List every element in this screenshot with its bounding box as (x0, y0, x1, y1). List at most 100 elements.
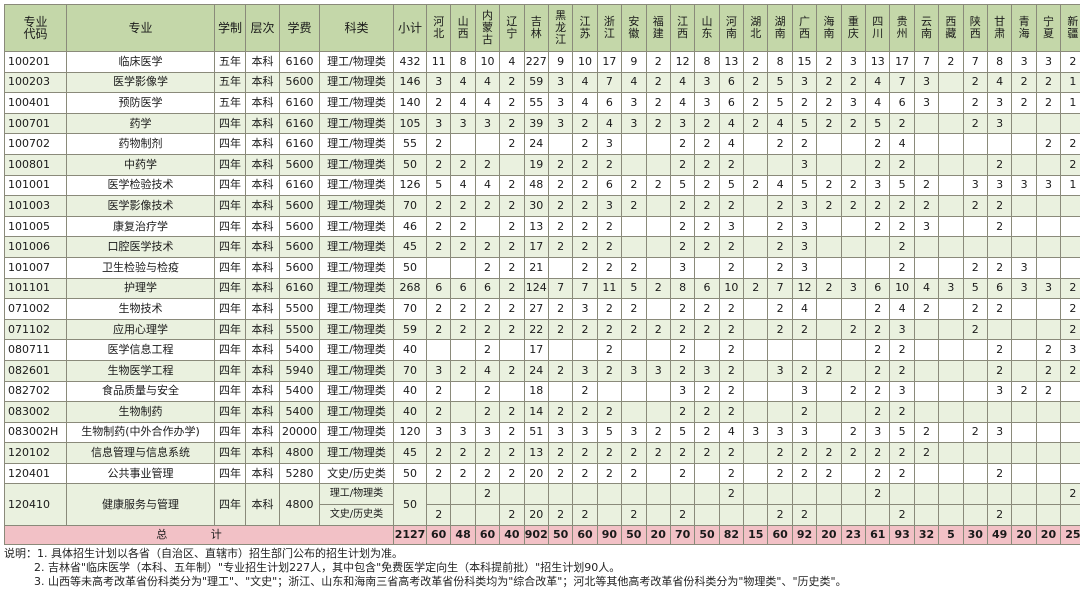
cell-quota: 2 (621, 318, 647, 341)
total-quota: 90 (596, 524, 623, 545)
cell-fee: 6160 (279, 112, 320, 135)
cell-fee: 5600 (279, 71, 320, 94)
cell-quota: 2 (840, 442, 867, 464)
table-row: 101003 医学影像技术 四年 本科 5600 理工/物理类 70 2 2 2 2 30 2 2 3 2 2 2… (4, 195, 1080, 217)
note-line: 3. 山西等未高考改革省份科类分为"理工"、"文史"；浙江、山东和海南三省高考改… (34, 574, 847, 588)
cell-quota: 2 (645, 92, 671, 114)
cell-quota: 2 (865, 442, 891, 464)
cell-quota: 2 (621, 195, 647, 217)
cell-quota: 2 (669, 298, 696, 320)
cell-quota: 6 (986, 277, 1013, 300)
cell-fee: 4800 (279, 483, 320, 526)
cell-quota (499, 483, 525, 506)
header-province: 湖北 (743, 4, 769, 52)
cell-quota: 2 (889, 462, 915, 485)
table-row: 100201 临床医学 五年 本科 6160 理工/物理类 432 11 8 10 4 227 9 10 1… (4, 51, 1080, 73)
cell-quota: 4 (718, 133, 745, 155)
total-quota: 5 (938, 524, 964, 545)
cell-quota (645, 133, 671, 155)
cell-quota (962, 442, 988, 464)
cell-category: 理工/物理类 (319, 92, 394, 114)
cell-quota (865, 504, 891, 526)
header-province: 湖南 (767, 4, 793, 52)
cell-quota: 4 (767, 174, 793, 197)
cell-quota: 2 (889, 504, 915, 526)
cell-major: 生物医学工程 (66, 359, 215, 382)
cell-code: 100801 (4, 153, 67, 176)
cell-years: 四年 (214, 236, 246, 258)
cell-quota: 2 (718, 401, 745, 423)
cell-quota (743, 504, 769, 526)
cell-quota (596, 380, 623, 403)
cell-quota: 51 (523, 421, 549, 444)
cell-quota: 2 (645, 277, 671, 300)
cell-quota: 6 (694, 277, 720, 300)
cell-quota: 2 (743, 174, 769, 197)
table-row: 083002H 生物制药(中外合作办学) 四年 本科 20000 理工/物理类 120 3 3 3… (4, 421, 1080, 444)
cell-quota: 2 (962, 318, 988, 341)
cell-quota (1035, 462, 1062, 485)
cell-quota: 2 (547, 442, 574, 464)
cell-subtotal: 120 (393, 421, 427, 444)
cell-quota: 13 (523, 215, 549, 238)
cell-quota (1011, 339, 1037, 361)
cell-quota (1011, 318, 1037, 341)
cell-quota: 3 (1035, 174, 1062, 197)
cell-fee: 6160 (279, 174, 320, 197)
cell-category: 理工/物理类 (319, 339, 394, 361)
cell-subtotal: 55 (393, 133, 427, 155)
cell-quota: 2 (450, 215, 476, 238)
cell-quota: 6 (889, 92, 915, 114)
cell-years: 五年 (214, 71, 246, 94)
cell-quota: 2 (621, 462, 647, 485)
cell-quota: 3 (1011, 174, 1037, 197)
cell-quota: 2 (474, 236, 501, 258)
cell-quota (1011, 153, 1037, 176)
cell-quota: 2 (840, 421, 867, 444)
cell-quota (889, 483, 915, 506)
cell-quota (938, 153, 964, 176)
cell-quota: 2 (547, 359, 574, 382)
cell-quota: 3 (621, 112, 647, 135)
header-province: 河南 (718, 4, 745, 52)
cell-quota (938, 174, 964, 197)
cell-quota: 2 (474, 380, 501, 403)
cell-quota (962, 236, 988, 258)
cell-quota: 2 (718, 153, 745, 176)
cell-quota: 3 (621, 359, 647, 382)
cell-quota: 2 (621, 256, 647, 279)
cell-quota: 2 (1035, 133, 1062, 155)
cell-quota (1035, 256, 1062, 279)
cell-quota (986, 318, 1013, 341)
cell-level: 本科 (245, 133, 280, 155)
cell-quota (743, 153, 769, 176)
cell-quota: 7 (767, 277, 793, 300)
cell-quota: 3 (1011, 256, 1037, 279)
header-province: 新疆 (1060, 4, 1080, 52)
cell-quota: 2 (767, 215, 793, 238)
table-row: 071102 应用心理学 四年 本科 5500 理工/物理类 59 2 2 2 2 22 2 2 2 2 2 2 2… (4, 318, 1080, 341)
cell-quota (816, 421, 842, 444)
cell-quota: 2 (596, 153, 623, 176)
cell-quota (816, 483, 842, 506)
cell-quota: 2 (889, 153, 915, 176)
cell-quota (425, 339, 452, 361)
cell-quota (913, 339, 940, 361)
cell-quota: 2 (450, 462, 476, 485)
cell-quota: 9 (547, 51, 574, 73)
cell-quota: 4 (474, 71, 501, 94)
total-label: 总 计 (4, 524, 394, 545)
header-province: 山西 (450, 4, 476, 52)
cell-quota (913, 462, 940, 485)
total-quota: 49 (986, 524, 1013, 545)
cell-quota: 20 (523, 462, 549, 485)
cell-quota: 2 (986, 462, 1013, 485)
cell-quota: 2 (986, 256, 1013, 279)
cell-code: 101003 (4, 195, 67, 217)
cell-quota: 2 (1011, 380, 1037, 403)
cell-quota (743, 483, 769, 506)
cell-quota: 4 (718, 421, 745, 444)
cell-quota: 3 (962, 174, 988, 197)
cell-quota: 2 (913, 298, 940, 320)
cell-years: 四年 (214, 462, 246, 485)
